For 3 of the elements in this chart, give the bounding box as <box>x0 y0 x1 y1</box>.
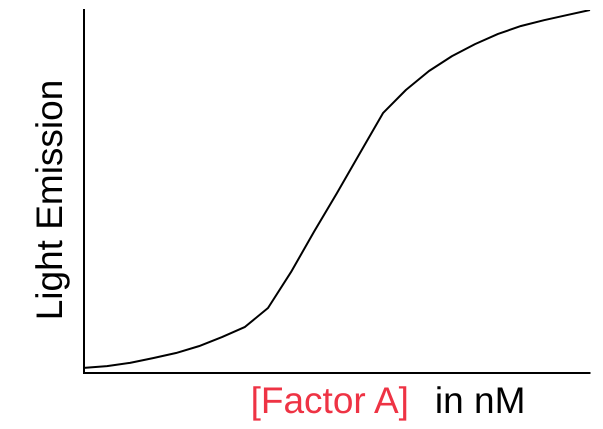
x-axis-title: [Factor A] <box>250 380 409 421</box>
text: in nM <box>434 380 526 421</box>
y-axis-title: Light Emission <box>29 80 71 320</box>
